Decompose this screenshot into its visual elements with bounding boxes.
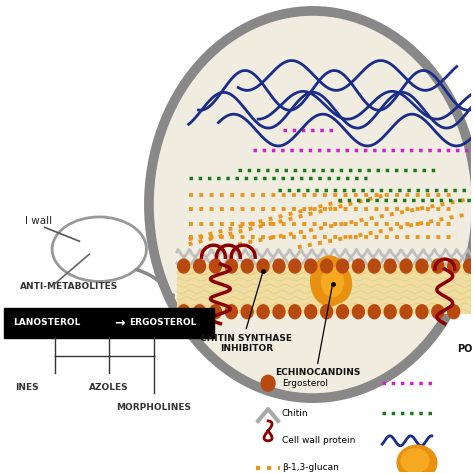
Text: Cell wall protein: Cell wall protein [282,436,356,445]
Ellipse shape [324,265,351,303]
Ellipse shape [311,256,348,306]
Ellipse shape [149,11,474,398]
Ellipse shape [178,305,190,319]
Ellipse shape [193,305,206,319]
Ellipse shape [397,445,437,474]
Ellipse shape [353,259,365,273]
Ellipse shape [193,259,206,273]
Ellipse shape [225,305,237,319]
Ellipse shape [289,259,301,273]
Text: CHITIN SYNTHASE
INHIBITOR: CHITIN SYNTHASE INHIBITOR [200,334,292,353]
Ellipse shape [353,305,365,319]
FancyBboxPatch shape [4,308,214,337]
Ellipse shape [321,305,333,319]
Text: ANTI-METABOLITES: ANTI-METABOLITES [20,282,118,291]
Ellipse shape [178,259,190,273]
Ellipse shape [273,259,285,273]
Ellipse shape [384,305,396,319]
Ellipse shape [384,259,396,273]
Ellipse shape [321,259,333,273]
Ellipse shape [225,259,237,273]
Ellipse shape [432,305,444,319]
Ellipse shape [241,259,253,273]
Text: l wall: l wall [25,216,52,227]
Ellipse shape [448,259,460,273]
Ellipse shape [241,305,253,319]
Text: Chitin: Chitin [282,409,309,418]
Ellipse shape [400,259,412,273]
Ellipse shape [337,259,348,273]
Ellipse shape [401,449,429,473]
Text: INES: INES [15,383,38,392]
Ellipse shape [289,305,301,319]
Ellipse shape [257,259,269,273]
Ellipse shape [210,259,221,273]
Text: LANOSTEROL: LANOSTEROL [13,318,80,327]
Text: MORPHOLINES: MORPHOLINES [117,403,191,412]
Ellipse shape [322,267,344,297]
Text: ECHINOCANDINS: ECHINOCANDINS [275,368,360,377]
Ellipse shape [305,305,317,319]
Text: β-1,3-glucan: β-1,3-glucan [282,463,339,472]
Ellipse shape [368,305,380,319]
Text: AZOLES: AZOLES [90,383,129,392]
Ellipse shape [210,305,221,319]
Ellipse shape [257,305,269,319]
Ellipse shape [337,305,348,319]
Ellipse shape [261,375,275,391]
Ellipse shape [432,259,444,273]
Ellipse shape [305,259,317,273]
Bar [177,264,471,314]
Text: PO: PO [456,344,472,354]
Ellipse shape [464,259,474,273]
Ellipse shape [400,305,412,319]
Text: ERGOSTEROL: ERGOSTEROL [129,318,196,327]
Ellipse shape [416,305,428,319]
FancyArrowPatch shape [137,270,173,302]
Ellipse shape [273,305,285,319]
Ellipse shape [416,259,428,273]
Text: Ergosterol: Ergosterol [282,379,328,388]
Ellipse shape [52,217,146,282]
Ellipse shape [368,259,380,273]
Text: →: → [114,316,125,329]
Ellipse shape [448,305,460,319]
